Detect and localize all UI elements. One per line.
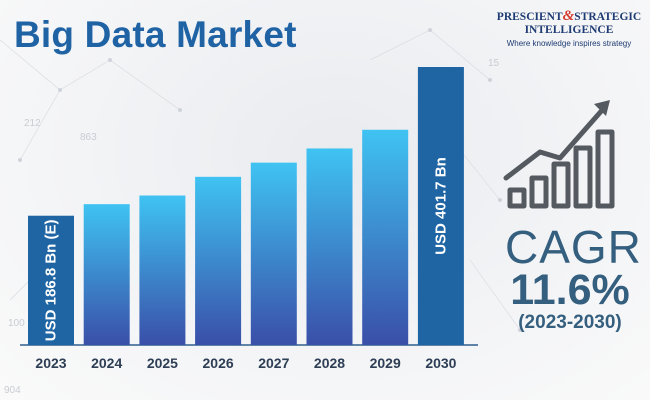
tick-label-2025: 2025	[147, 355, 178, 371]
cagr-period: (2023-2030)	[518, 312, 622, 333]
bar-2023	[28, 215, 74, 345]
brand-logo: PRESCIENT&STRATEGIC INTELLIGENCE Where k…	[494, 8, 644, 49]
logo-word-prescient: PRESCIENT	[496, 11, 563, 23]
tick-label-2028: 2028	[314, 355, 345, 371]
bar-2029	[362, 129, 409, 345]
background-number: 212	[24, 118, 41, 129]
bar-2024	[83, 204, 130, 345]
background-number: 863	[80, 132, 97, 143]
bar-2026	[195, 176, 242, 345]
logo-line1: PRESCIENT&STRATEGIC	[494, 8, 644, 24]
tick-label-2023: 2023	[35, 355, 66, 371]
tick-label-2030: 2030	[425, 355, 456, 371]
bar-2027	[250, 162, 297, 345]
tick-label-2024: 2024	[91, 355, 122, 371]
bar-2030	[417, 67, 464, 345]
bar-2028	[306, 148, 353, 345]
data-label-2030: USD 401.7 Bn	[432, 157, 449, 255]
logo-tagline: Where knowledge inspires strategy	[506, 39, 632, 48]
tick-label-2029: 2029	[370, 355, 401, 371]
logo-ampersand: &	[562, 8, 575, 24]
bar-2025	[139, 195, 186, 345]
tick-label-2026: 2026	[203, 355, 234, 371]
background-number: 15	[488, 58, 500, 69]
cagr-value: 11.6%	[510, 266, 630, 314]
background-number: 904	[4, 385, 21, 396]
growth-chart-icon	[503, 100, 615, 209]
logo-line2: INTELLIGENCE	[524, 24, 614, 36]
page-title: Big Data Market	[14, 14, 297, 55]
tick-label-2027: 2027	[258, 355, 289, 371]
data-label-2023: USD 186.8 Bn (E)	[43, 220, 60, 342]
background-number: 100	[8, 318, 25, 329]
logo-word-strategic: STRATEGIC	[574, 11, 642, 23]
cagr-label: CAGR	[505, 221, 642, 273]
